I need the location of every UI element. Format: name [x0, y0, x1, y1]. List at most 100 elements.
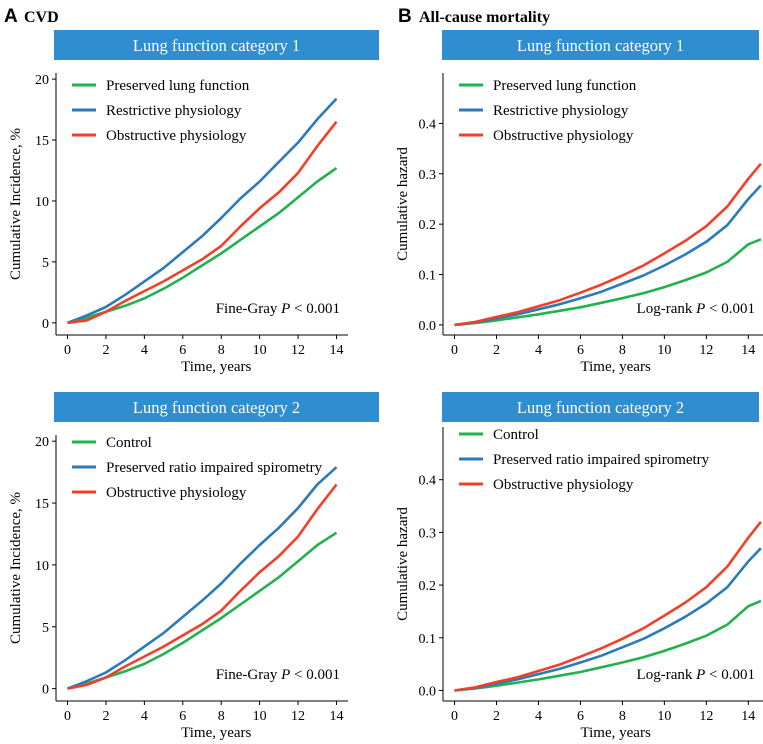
p-threshold: < 0.001 — [290, 667, 340, 683]
p-threshold: < 0.001 — [290, 301, 340, 317]
p-threshold: < 0.001 — [705, 667, 755, 683]
y-tick-label: 0.1 — [419, 632, 437, 647]
y-tick-label: 5 — [42, 621, 49, 636]
chart-panel-4: Lung function category 2 0.0 0.1 0.2 0.3 0.4 0… — [395, 392, 763, 741]
p-value-annotation: Log-rank P < 0.001 — [637, 667, 755, 683]
test-name: Log-rank — [637, 667, 697, 683]
series-line-1 — [67, 531, 338, 690]
series-line-3 — [454, 520, 762, 692]
panel-header-bar — [442, 392, 759, 422]
x-tick-label: 0 — [64, 709, 71, 724]
y-tick-label: 0 — [42, 317, 49, 332]
p-threshold: < 0.001 — [705, 301, 755, 317]
panel-header-title: Lung function category 2 — [133, 398, 300, 417]
legend-label: Obstructive physiology — [106, 485, 247, 501]
y-tick-label: 10 — [35, 559, 49, 574]
y-tick-label: 0.3 — [419, 168, 437, 183]
series-line-2 — [67, 466, 338, 690]
y-tick-label: 0.4 — [419, 474, 437, 489]
x-tick-label: 10 — [657, 343, 671, 358]
x-tick-label: 0 — [451, 709, 458, 724]
legend-label: Obstructive physiology — [106, 128, 247, 144]
p-symbol: P — [695, 667, 705, 683]
legend-label: Preserved ratio impaired spirometry — [493, 452, 710, 468]
y-tick-label: 20 — [35, 73, 49, 88]
x-tick-label: 12 — [699, 709, 713, 724]
y-tick-label: 0 — [42, 683, 49, 698]
series-line-1 — [454, 599, 762, 692]
x-tick-label: 14 — [329, 343, 343, 358]
p-value-annotation: Log-rank P < 0.001 — [637, 301, 755, 317]
legend-label: Control — [493, 427, 539, 443]
x-axis-label: Time, years — [581, 359, 651, 375]
y-tick-label: 0.1 — [419, 269, 437, 284]
x-axis-label: Time, years — [181, 725, 251, 741]
panel-header-bar — [54, 392, 379, 422]
test-name: Log-rank — [637, 301, 697, 317]
x-tick-label: 10 — [657, 709, 671, 724]
legend: Preserved lung function Restrictive physi… — [72, 78, 250, 144]
panel-header-bar — [54, 30, 379, 60]
legend-label: Obstructive physiology — [493, 128, 634, 144]
chart-panel-3: Lung function category 2 0 5 10 15 20 0 2 4 6 8 10 1… — [8, 392, 379, 741]
y-tick-label: 15 — [35, 497, 49, 512]
legend-label: Preserved ratio impaired spirometry — [106, 460, 323, 476]
y-tick-label: 5 — [42, 256, 49, 271]
x-tick-label: 0 — [64, 343, 71, 358]
legend: Preserved lung function Restrictive physi… — [459, 78, 637, 144]
legend-label: Restrictive physiology — [106, 103, 242, 119]
panel-title-all-cause-mortality: All-cause mortality — [419, 9, 551, 26]
test-name: Fine-Gray — [216, 301, 281, 317]
panel-letter-b: B — [398, 6, 412, 27]
x-tick-label: 14 — [741, 343, 755, 358]
y-axis-label: Cumulative Incidence, % — [8, 128, 24, 280]
p-symbol: P — [280, 301, 290, 317]
x-tick-label: 8 — [218, 343, 225, 358]
x-tick-label: 14 — [741, 709, 755, 724]
p-symbol: P — [280, 667, 290, 683]
chart-panel-2: Lung function category 1 0.0 0.1 0.2 0.3 0.4 0… — [395, 30, 763, 375]
x-tick-label: 4 — [141, 709, 148, 724]
x-tick-label: 12 — [291, 709, 305, 724]
x-tick-label: 4 — [141, 343, 148, 358]
series-line-2 — [67, 97, 338, 325]
legend: Control Preserved ratio impaired spiromet… — [72, 435, 323, 501]
x-tick-label: 14 — [329, 709, 343, 724]
panel-header-title: Lung function category 1 — [133, 36, 300, 55]
x-tick-label: 2 — [102, 343, 109, 358]
legend-label: Preserved lung function — [106, 78, 250, 94]
series-line-3 — [454, 162, 762, 327]
series-line-2 — [454, 184, 762, 327]
panel-header-bar — [442, 30, 759, 60]
legend-label: Restrictive physiology — [493, 103, 629, 119]
x-tick-label: 10 — [253, 343, 267, 358]
y-tick-label: 0.0 — [419, 319, 437, 334]
x-tick-label: 10 — [253, 709, 267, 724]
y-tick-label: 0.2 — [419, 579, 437, 594]
x-tick-label: 12 — [699, 343, 713, 358]
y-tick-label: 0.0 — [419, 684, 437, 699]
legend-label: Control — [106, 435, 152, 451]
x-tick-label: 0 — [451, 343, 458, 358]
series-line-2 — [454, 547, 762, 692]
panel-letter-a: A — [4, 6, 18, 27]
x-tick-label: 8 — [619, 709, 626, 724]
y-tick-label: 20 — [35, 435, 49, 450]
x-tick-label: 12 — [291, 343, 305, 358]
x-tick-label: 6 — [577, 343, 584, 358]
panel-header-title: Lung function category 1 — [517, 36, 684, 55]
panel-header-title: Lung function category 2 — [517, 398, 684, 417]
y-axis-label: Cumulative hazard — [395, 147, 411, 261]
series-line-3 — [67, 120, 338, 325]
x-tick-label: 8 — [619, 343, 626, 358]
y-axis-label: Cumulative hazard — [395, 507, 411, 621]
panel-title-cvd: CVD — [24, 9, 59, 26]
legend-label: Preserved lung function — [493, 78, 637, 94]
p-symbol: P — [695, 301, 705, 317]
y-tick-label: 10 — [35, 195, 49, 210]
x-tick-label: 2 — [493, 709, 500, 724]
legend: Control Preserved ratio impaired spiromet… — [459, 427, 710, 493]
y-tick-label: 0.4 — [419, 117, 437, 132]
p-value-annotation: Fine-Gray P < 0.001 — [216, 667, 340, 683]
